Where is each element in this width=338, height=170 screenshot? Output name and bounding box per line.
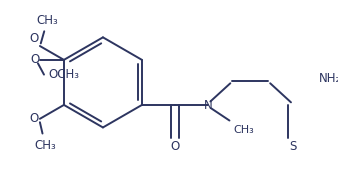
Text: CH₃: CH₃ [34, 139, 56, 152]
Text: OCH₃: OCH₃ [48, 68, 79, 81]
Text: O: O [30, 53, 40, 66]
Text: O: O [29, 32, 38, 45]
Text: O: O [170, 140, 179, 154]
Text: O: O [29, 112, 38, 125]
Text: NH₂: NH₂ [319, 72, 338, 85]
Text: N: N [203, 99, 212, 112]
Text: S: S [289, 140, 296, 154]
Text: CH₃: CH₃ [234, 125, 255, 135]
Text: CH₃: CH₃ [36, 14, 58, 27]
